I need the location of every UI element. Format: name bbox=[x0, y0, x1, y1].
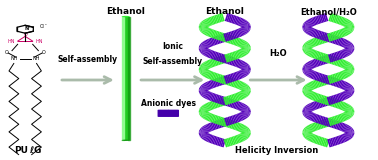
Text: G: G bbox=[33, 146, 40, 155]
Text: Cl: Cl bbox=[39, 24, 44, 29]
Text: ℓ: ℓ bbox=[29, 146, 33, 155]
FancyBboxPatch shape bbox=[168, 110, 179, 117]
FancyBboxPatch shape bbox=[122, 16, 130, 140]
Text: O: O bbox=[23, 32, 27, 37]
Text: HN: HN bbox=[7, 39, 15, 44]
Text: Self-assembly: Self-assembly bbox=[143, 57, 203, 66]
Text: Helicity Inversion: Helicity Inversion bbox=[235, 146, 318, 155]
Text: Self-assembly: Self-assembly bbox=[58, 55, 118, 64]
Text: Anionic dyes: Anionic dyes bbox=[141, 99, 196, 108]
Text: Ethanol: Ethanol bbox=[106, 7, 145, 16]
Text: NH: NH bbox=[33, 56, 40, 61]
Ellipse shape bbox=[122, 140, 130, 141]
Text: Ethanol: Ethanol bbox=[205, 7, 244, 16]
Text: +: + bbox=[28, 25, 31, 29]
Text: PU: PU bbox=[14, 146, 28, 155]
Text: H₂O: H₂O bbox=[270, 49, 287, 58]
Text: NH: NH bbox=[10, 56, 18, 61]
Ellipse shape bbox=[122, 16, 130, 17]
Text: O: O bbox=[5, 50, 8, 55]
Text: O: O bbox=[42, 50, 46, 55]
Text: HN: HN bbox=[36, 39, 43, 44]
Text: Ionic: Ionic bbox=[162, 42, 183, 52]
Text: -: - bbox=[45, 22, 47, 27]
Text: Ethanol/H₂O: Ethanol/H₂O bbox=[300, 7, 357, 16]
Text: N: N bbox=[24, 26, 28, 31]
FancyBboxPatch shape bbox=[158, 110, 169, 117]
